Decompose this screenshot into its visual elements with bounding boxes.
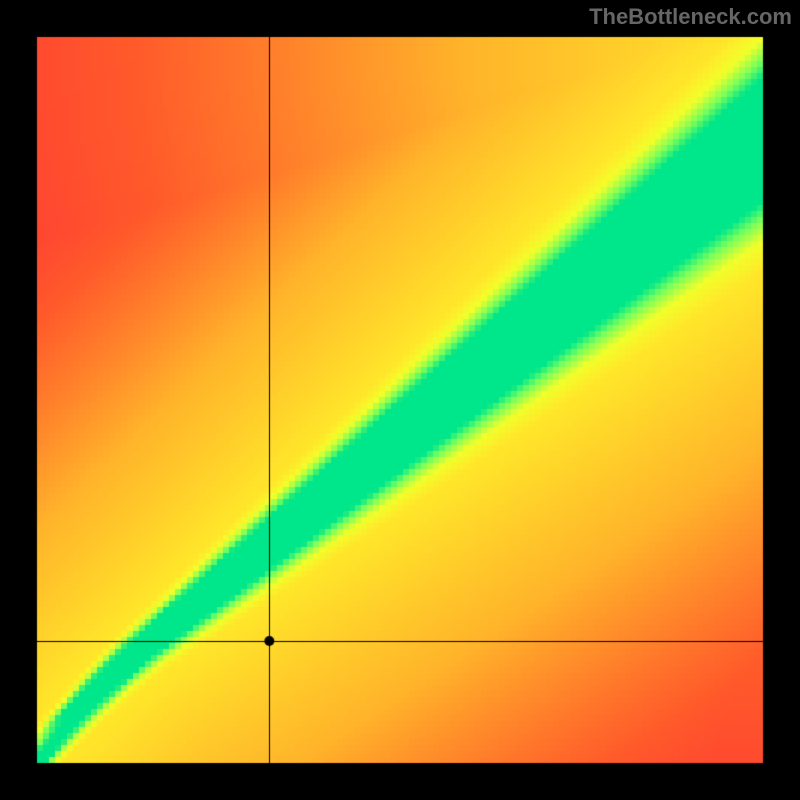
watermark-label: TheBottleneck.com <box>589 4 792 30</box>
chart-container: TheBottleneck.com <box>0 0 800 800</box>
bottleneck-heatmap <box>0 0 800 800</box>
